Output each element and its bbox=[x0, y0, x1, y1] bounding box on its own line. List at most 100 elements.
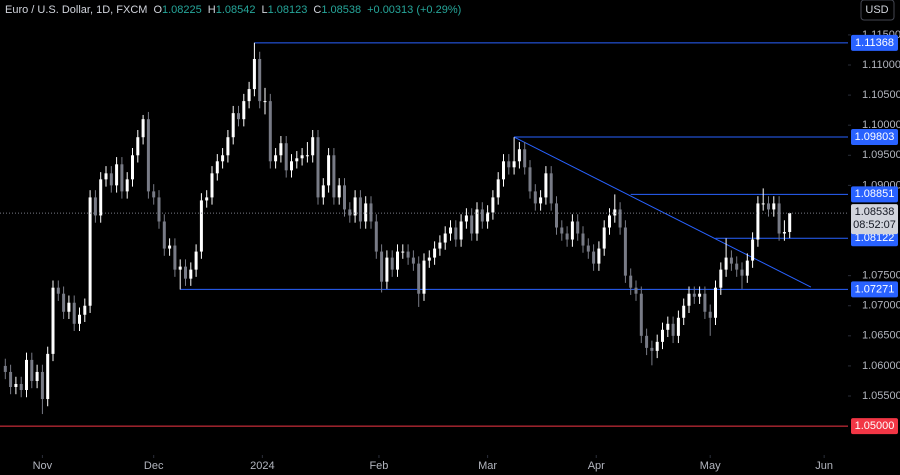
candle-body bbox=[396, 251, 399, 270]
candle-body bbox=[602, 227, 606, 249]
candle-body bbox=[25, 359, 28, 390]
level-label: 1.08122 bbox=[855, 232, 895, 244]
candle-body bbox=[777, 203, 781, 234]
candle-body bbox=[666, 323, 670, 330]
countdown: 08:52:07 bbox=[853, 219, 896, 231]
x-tick-label: Mar bbox=[478, 460, 497, 472]
candle-body bbox=[374, 221, 378, 252]
candle-body bbox=[788, 213, 792, 233]
candle-body bbox=[528, 167, 532, 192]
candle-body bbox=[226, 137, 230, 156]
candle-body bbox=[369, 203, 373, 222]
candle-body bbox=[284, 143, 288, 171]
candle-body bbox=[300, 155, 304, 159]
candle-body bbox=[279, 143, 283, 156]
candle-body bbox=[714, 287, 717, 318]
candle-body bbox=[565, 233, 569, 240]
candle-body bbox=[692, 293, 696, 297]
candle-body bbox=[454, 227, 458, 240]
x-tick-label: Dec bbox=[144, 460, 164, 472]
candle-body bbox=[115, 164, 119, 186]
candle-body bbox=[205, 197, 209, 201]
candle-body bbox=[740, 269, 744, 276]
candle-body bbox=[512, 161, 516, 168]
candle-body bbox=[215, 161, 219, 174]
candle-body bbox=[443, 233, 447, 243]
candle-body bbox=[629, 275, 633, 288]
level-label: 1.07271 bbox=[855, 283, 895, 295]
candle-body bbox=[523, 149, 527, 168]
candle-body bbox=[459, 221, 463, 240]
candle-body bbox=[146, 119, 150, 192]
y-tick-label: 1.10000 bbox=[862, 119, 900, 131]
candle-body bbox=[221, 155, 225, 162]
support-label-box bbox=[851, 418, 898, 435]
candle-body bbox=[35, 371, 39, 381]
ohlc-value: 1.08225 bbox=[162, 4, 202, 16]
candle-body bbox=[199, 200, 203, 252]
candle-body bbox=[125, 179, 129, 192]
candle-body bbox=[231, 113, 235, 138]
candle-body bbox=[719, 269, 723, 288]
candle-body bbox=[56, 287, 60, 294]
candle-body bbox=[639, 293, 643, 336]
candle-body bbox=[411, 257, 415, 264]
candle-body bbox=[290, 161, 293, 171]
candle-body bbox=[46, 353, 50, 400]
candle-body bbox=[745, 260, 749, 276]
candle-body bbox=[560, 227, 564, 234]
candle-body bbox=[470, 215, 474, 234]
candle-body bbox=[576, 221, 580, 234]
candle-body bbox=[613, 209, 617, 216]
level-label-box bbox=[851, 34, 898, 51]
candle-body bbox=[189, 269, 193, 279]
level-label-box bbox=[851, 186, 898, 203]
candle-body bbox=[78, 314, 81, 324]
candle-body bbox=[650, 347, 654, 351]
candle-body bbox=[332, 155, 336, 198]
x-tick-label: Nov bbox=[33, 460, 53, 472]
candle-body bbox=[751, 239, 755, 261]
candle-body bbox=[703, 293, 707, 312]
header: Euro / U.S. Dollar, 1D, FXCM O1.08225 H1.0… bbox=[5, 4, 461, 16]
candle-body bbox=[136, 137, 140, 156]
candle-body bbox=[549, 173, 553, 204]
currency-button[interactable] bbox=[860, 0, 895, 21]
candle-body bbox=[502, 161, 505, 180]
candle-body bbox=[618, 209, 622, 228]
candle-body bbox=[252, 58, 256, 90]
level-label: 1.11368 bbox=[855, 37, 894, 49]
candle-body bbox=[131, 155, 134, 180]
candle-body bbox=[449, 227, 452, 234]
candle-body bbox=[570, 221, 574, 240]
candle-body bbox=[507, 161, 511, 168]
candle-body bbox=[88, 197, 92, 306]
candle-body bbox=[533, 191, 537, 204]
candle-body bbox=[661, 329, 664, 342]
candle-body bbox=[486, 212, 490, 222]
support-label: 1.05000 bbox=[855, 420, 895, 432]
candle-body bbox=[104, 173, 108, 180]
candle-body bbox=[655, 341, 659, 351]
candle-body bbox=[782, 232, 786, 234]
candle-body bbox=[592, 251, 596, 264]
candle-body bbox=[3, 365, 7, 372]
ohlc-key: H bbox=[208, 4, 216, 16]
candle-body bbox=[364, 203, 368, 222]
x-tick-label: Feb bbox=[369, 460, 388, 472]
candle-body bbox=[268, 101, 272, 162]
x-tick-label: Jun bbox=[815, 460, 833, 472]
candle-body bbox=[157, 197, 161, 222]
candle-body bbox=[581, 233, 585, 246]
candle-body bbox=[348, 209, 352, 216]
candle-body bbox=[321, 185, 325, 198]
level-label-box bbox=[851, 129, 898, 146]
candle-body bbox=[586, 245, 590, 252]
ohlc-value: 1.08538 bbox=[321, 4, 361, 16]
candle-body bbox=[385, 257, 389, 282]
ohlc-key: O bbox=[153, 4, 162, 16]
candle-body bbox=[761, 203, 765, 205]
candle-body bbox=[544, 173, 548, 198]
currency[interactable]: USD bbox=[865, 4, 888, 16]
candle-body bbox=[99, 179, 103, 216]
